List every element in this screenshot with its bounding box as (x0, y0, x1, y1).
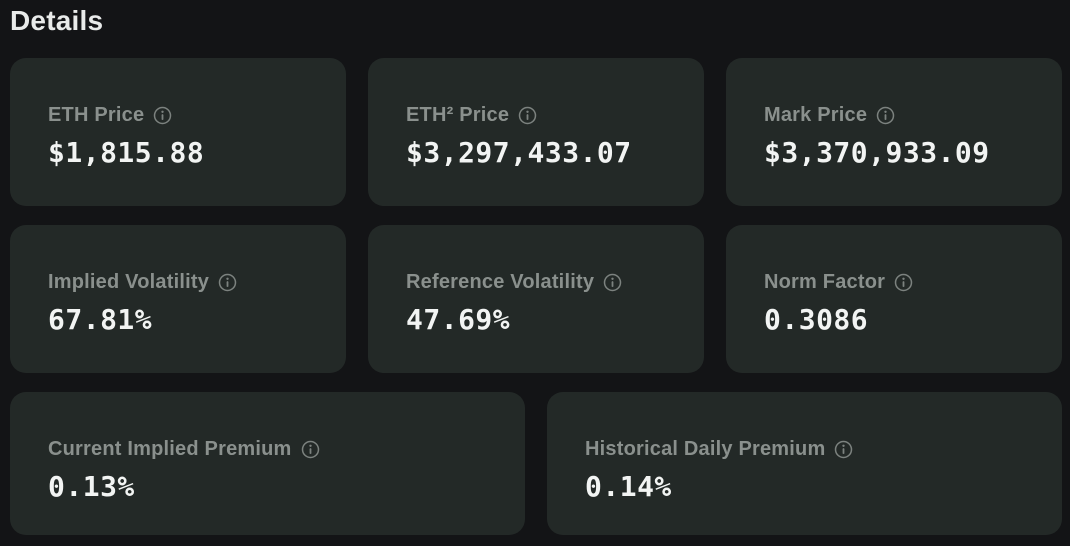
stat-card-current-implied-premium: Current Implied Premium 0.13% (10, 392, 525, 535)
stat-label-row: Current Implied Premium (48, 438, 505, 461)
info-icon[interactable] (876, 106, 895, 125)
stat-value: $3,370,933.09 (764, 136, 990, 169)
stat-card-eth-price: ETH Price $1,815.88 (10, 58, 346, 206)
stat-label-row: Reference Volatility (406, 271, 684, 294)
stat-card-reference-volatility: Reference Volatility 47.69% (368, 225, 704, 373)
stat-card-implied-volatility: Implied Volatility 67.81% (10, 225, 346, 373)
stat-value: 47.69% (406, 303, 511, 336)
stat-label-row: Norm Factor (764, 271, 1042, 294)
stat-card-norm-factor: Norm Factor 0.3086 (726, 225, 1062, 373)
page-title: Details (10, 5, 104, 36)
stat-value: 67.81% (48, 303, 153, 336)
stat-value: 0.14% (585, 470, 672, 503)
stat-label: Implied Volatility (48, 271, 210, 293)
info-icon[interactable] (153, 106, 172, 125)
stat-label-row: Historical Daily Premium (585, 438, 1042, 461)
stat-value: $3,297,433.07 (406, 136, 632, 169)
stat-label-row: Mark Price (764, 104, 1042, 127)
stat-label: Historical Daily Premium (585, 438, 826, 460)
stat-value: $1,815.88 (48, 136, 205, 169)
stat-label: ETH² Price (406, 104, 510, 126)
info-icon[interactable] (301, 440, 320, 459)
stat-label-row: ETH² Price (406, 104, 684, 127)
info-icon[interactable] (218, 273, 237, 292)
stat-value: 0.13% (48, 470, 135, 503)
stat-card-mark-price: Mark Price $3,370,933.09 (726, 58, 1062, 206)
info-icon[interactable] (518, 106, 537, 125)
stat-label: Reference Volatility (406, 271, 595, 293)
details-grid: ETH Price $1,815.88 ETH² Price $3, (10, 58, 1062, 535)
stat-value: 0.3086 (764, 303, 869, 336)
stat-card-historical-daily-premium: Historical Daily Premium 0.14% (547, 392, 1062, 535)
stat-label: ETH Price (48, 104, 145, 126)
stat-label: Current Implied Premium (48, 438, 292, 460)
stat-label-row: Implied Volatility (48, 271, 326, 294)
info-icon[interactable] (894, 273, 913, 292)
info-icon[interactable] (603, 273, 622, 292)
info-icon[interactable] (834, 440, 853, 459)
stat-label: Mark Price (764, 104, 868, 126)
stat-label: Norm Factor (764, 271, 886, 293)
stat-card-eth-price: ETH² Price $3,297,433.07 (368, 58, 704, 206)
stat-label-row: ETH Price (48, 104, 326, 127)
